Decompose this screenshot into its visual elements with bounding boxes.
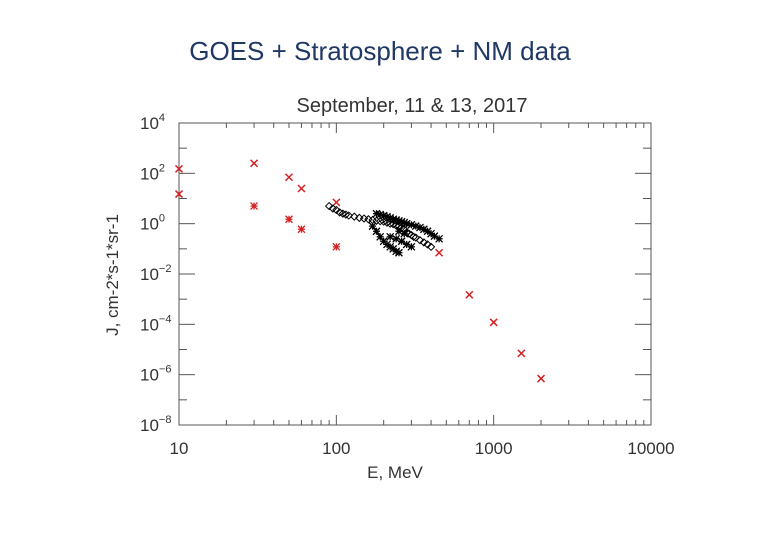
x-tick-label: 1000 (475, 439, 513, 458)
y-tick-label: 10−4 (140, 313, 171, 334)
data-point (332, 198, 341, 207)
data-point (517, 349, 526, 358)
data-point (419, 238, 429, 247)
data-point (394, 248, 403, 257)
data-point (174, 190, 184, 199)
data-point (375, 217, 385, 226)
data-point (297, 225, 306, 234)
data-point (376, 232, 385, 241)
data-point (355, 213, 364, 223)
data-point (174, 164, 184, 173)
data-point (435, 234, 444, 243)
data-point (250, 159, 259, 168)
x-tick-label: 100 (322, 439, 350, 458)
data-point (332, 242, 341, 251)
data-point (407, 242, 416, 251)
data-point (350, 212, 359, 221)
data-point (338, 209, 348, 218)
y-tick-label: 102 (140, 162, 165, 183)
data-point (489, 318, 498, 327)
slide-title: GOES + Stratosphere + NM data (189, 36, 571, 66)
data-point (332, 205, 341, 215)
data-point (324, 201, 334, 211)
data-point (344, 211, 353, 220)
data-marks (174, 159, 546, 383)
data-point (423, 240, 432, 249)
y-tick-label: 10−8 (140, 414, 171, 435)
data-point (386, 219, 395, 228)
x-tick-label: 10000 (627, 439, 674, 458)
data-point (404, 229, 414, 238)
data-point (341, 210, 351, 219)
y-tick-label: 10−2 (140, 263, 171, 284)
data-point (411, 233, 421, 242)
data-point (435, 248, 444, 257)
y-tick-labels: 104 102 100 10−2 10−4 10−6 10−8 (140, 112, 171, 435)
data-point (297, 184, 306, 193)
x-tick-label: 10 (170, 439, 189, 458)
data-point (426, 242, 436, 252)
data-point (285, 215, 293, 224)
y-tick-label: 104 (140, 112, 165, 133)
y-tick-label: 100 (140, 213, 165, 234)
ticks (178, 122, 651, 426)
data-point (250, 202, 259, 211)
data-point (536, 374, 546, 383)
data-point (368, 222, 377, 231)
data-point (386, 232, 395, 241)
y-axis-label: J, cm-2*s-1*sr-1 (103, 214, 122, 336)
data-point (415, 236, 425, 245)
data-point (409, 232, 418, 242)
data-point (284, 173, 294, 182)
y-tick-label: 10−6 (140, 364, 171, 385)
x-tick-labels: 10 100 1000 10000 (170, 439, 675, 458)
x-axis-label: E, MeV (367, 463, 423, 482)
data-point (400, 229, 409, 238)
data-point (411, 222, 420, 231)
plot-frame (178, 122, 652, 426)
data-point (465, 290, 474, 299)
chart-title: September, 11 & 13, 2017 (297, 95, 528, 117)
data-point (402, 219, 411, 228)
